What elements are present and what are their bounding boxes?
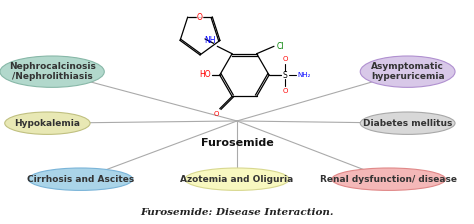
Text: NH₂: NH₂ [297,72,311,78]
Ellipse shape [360,112,455,134]
Text: Azotemia and Oliguria: Azotemia and Oliguria [181,175,293,184]
Text: Renal dysfunction/ disease: Renal dysfunction/ disease [320,175,457,184]
Ellipse shape [0,56,104,87]
Text: S: S [283,71,287,80]
Text: Furosemide: Furosemide [201,138,273,148]
Text: Asymptomatic
hyperuricemia: Asymptomatic hyperuricemia [371,62,445,81]
Ellipse shape [360,56,455,87]
Ellipse shape [5,112,90,134]
Ellipse shape [185,168,289,190]
Text: Diabetes mellitus: Diabetes mellitus [363,119,452,128]
Text: HO: HO [200,70,211,79]
Text: O: O [283,56,288,62]
Text: Hypokalemia: Hypokalemia [14,119,81,128]
Ellipse shape [332,168,446,190]
Text: Furosemide: Disease Interaction.: Furosemide: Disease Interaction. [140,208,334,217]
Text: Cl: Cl [276,42,284,51]
Text: O: O [213,111,219,117]
Ellipse shape [28,168,133,190]
Text: O: O [283,88,288,94]
Text: Cirrhosis and Ascites: Cirrhosis and Ascites [27,175,134,184]
Text: NH: NH [205,36,216,45]
Text: O: O [197,13,203,22]
Text: Nephrocalcinosis
/Nephrolithiasis: Nephrocalcinosis /Nephrolithiasis [9,62,96,81]
